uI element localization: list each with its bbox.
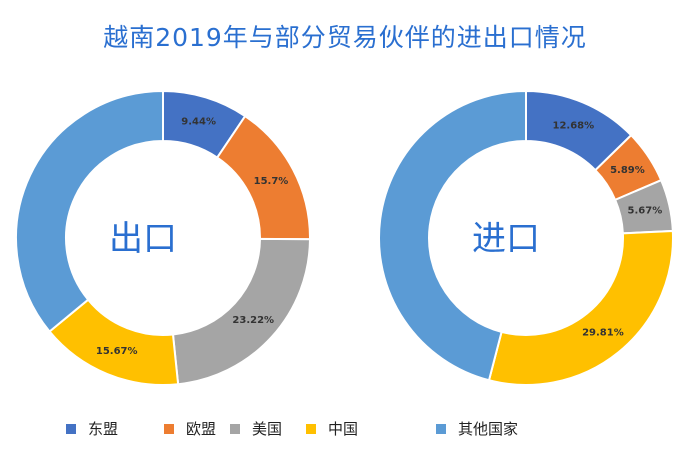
- legend-item-asean: 东盟: [66, 418, 118, 439]
- center-label: 进口: [472, 219, 540, 259]
- legend-label-us: 美国: [252, 420, 283, 438]
- legend-swatch-eu: [164, 423, 174, 434]
- legend-item-eu: 欧盟: [164, 418, 216, 439]
- center-label: 出口: [109, 219, 177, 259]
- legend-swatch-other: [436, 423, 446, 434]
- legend-item-china: 中国: [306, 418, 358, 439]
- slice-other: [15, 89, 164, 333]
- legend-label-asean: 东盟: [88, 420, 119, 438]
- slice-china: [487, 229, 674, 386]
- data-label-us: 5.67%: [628, 206, 663, 217]
- legend-label-china: 中国: [328, 420, 359, 438]
- donut-import: 12.68% 5.89% 5.67% 29.81% 进口: [378, 89, 674, 386]
- legend: 东盟 欧盟 美国 中国 其他国家: [66, 418, 666, 442]
- data-label-eu: 5.89%: [610, 165, 645, 176]
- data-label-eu: 15.7%: [254, 176, 289, 187]
- data-label-china: 29.81%: [582, 328, 624, 339]
- slice-us: [171, 237, 312, 386]
- legend-item-us: 美国: [230, 418, 282, 439]
- donut-export: 9.44% 15.7% 23.22% 15.67% 出口: [15, 89, 312, 386]
- legend-swatch-us: [230, 423, 240, 434]
- data-label-asean: 9.44%: [181, 116, 216, 127]
- data-label-us: 23.22%: [232, 315, 274, 326]
- legend-label-other: 其他国家: [458, 420, 519, 438]
- chart-title: 越南2019年与部分贸易伙伴的进出口情况: [103, 23, 587, 52]
- data-label-asean: 12.68%: [552, 121, 594, 132]
- slice-other: [378, 89, 527, 382]
- legend-item-other: 其他国家: [436, 418, 518, 439]
- legend-swatch-china: [306, 423, 316, 434]
- legend-label-eu: 欧盟: [186, 420, 217, 438]
- data-label-china: 15.67%: [96, 346, 138, 357]
- legend-swatch-asean: [66, 423, 76, 434]
